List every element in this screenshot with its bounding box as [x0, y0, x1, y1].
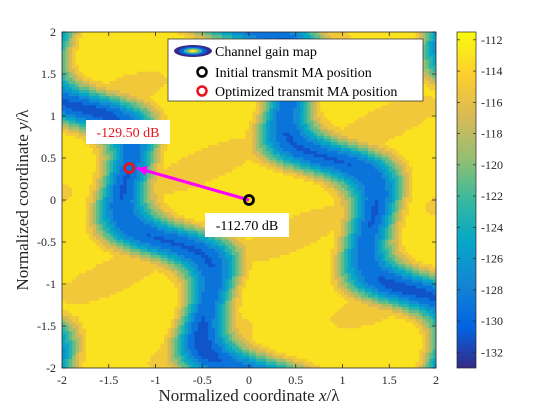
x-axis: -2 -1.5 -1 -0.5 0 0.5 1 1.5 2 [57, 32, 439, 387]
x-tick-label: -0.5 [193, 373, 212, 387]
y-tick-label: -1 [46, 277, 56, 291]
legend-label-initial: Initial transmit MA position [215, 66, 372, 81]
y-axis: -2 -1.5 -1 -0.5 0 0.5 1 1.5 2 [37, 25, 436, 375]
colorbar-tick-label: -112 [481, 33, 503, 47]
legend-label-optimized: Optimized transmit MA position [215, 85, 397, 100]
x-tick-label: 1.5 [382, 373, 397, 387]
arrow-shaft [136, 166, 250, 202]
colorbar-gradient [457, 32, 476, 368]
y-tick-label: -1.5 [37, 319, 56, 333]
y-tick-label: 2 [50, 25, 56, 39]
y-axis-label: Normalized coordinate y/λ [13, 109, 32, 291]
x-tick-label: 2 [433, 373, 439, 387]
colorbar: -112 -114 -116 -118 -120 -122 -124 -126 -128 -130… [456, 31, 503, 369]
legend-label-gain-map: Channel gain map [215, 45, 317, 60]
colorbar-tick-label: -132 [481, 345, 503, 359]
x-tick-label: -1.5 [99, 373, 118, 387]
x-tick-label: 0 [246, 373, 252, 387]
arrow-head [136, 166, 148, 176]
optimized-gain-annotation: -129.50 dB [86, 120, 170, 144]
y-tick-label: 1.5 [41, 67, 56, 81]
colorbar-tick-label: -114 [481, 64, 503, 78]
optimization-arrow [136, 166, 250, 202]
x-tick-label: -2 [57, 373, 67, 387]
colorbar-tick-label: -116 [481, 95, 503, 109]
optimized-position-marker [123, 162, 136, 174]
initial-gain-annotation: -112.70 dB [205, 213, 289, 237]
position-markers [123, 162, 255, 206]
y-tick-label: -2 [46, 361, 56, 375]
colorbar-frame [456, 31, 477, 369]
y-tick-label: 1 [50, 109, 56, 123]
initial-gain-label: -112.70 dB [216, 219, 278, 234]
colorbar-tick-label: -128 [481, 283, 503, 297]
legend-contour-icon [174, 45, 212, 57]
colorbar-tick-label: -126 [481, 252, 503, 266]
y-tick-label: -0.5 [37, 235, 56, 249]
x-tick-label: -1 [151, 373, 161, 387]
y-tick-label: 0.5 [41, 151, 56, 165]
colorbar-tick-label: -122 [481, 189, 503, 203]
legend: Channel gain map Initial transmit MA pos… [167, 38, 424, 102]
colorbar-tick-label: -118 [481, 127, 503, 141]
optimized-gain-label: -129.50 dB [97, 126, 160, 141]
colorbar-tick-label: -124 [481, 220, 503, 234]
x-axis-label: Normalized coordinate x/λ [158, 386, 340, 405]
x-tick-label: 0.5 [288, 373, 303, 387]
x-tick-label: 1 [340, 373, 346, 387]
colorbar-tick-label: -120 [481, 158, 503, 172]
legend-optimized-marker-icon [196, 85, 208, 97]
legend-initial-marker-icon [196, 66, 208, 78]
colorbar-ticks: -112 -114 -116 -118 -120 -122 -124 -126 -128 -130… [457, 33, 503, 359]
y-tick-label: 0 [50, 193, 56, 207]
colorbar-tick-label: -130 [481, 314, 503, 328]
initial-position-marker [243, 194, 255, 206]
